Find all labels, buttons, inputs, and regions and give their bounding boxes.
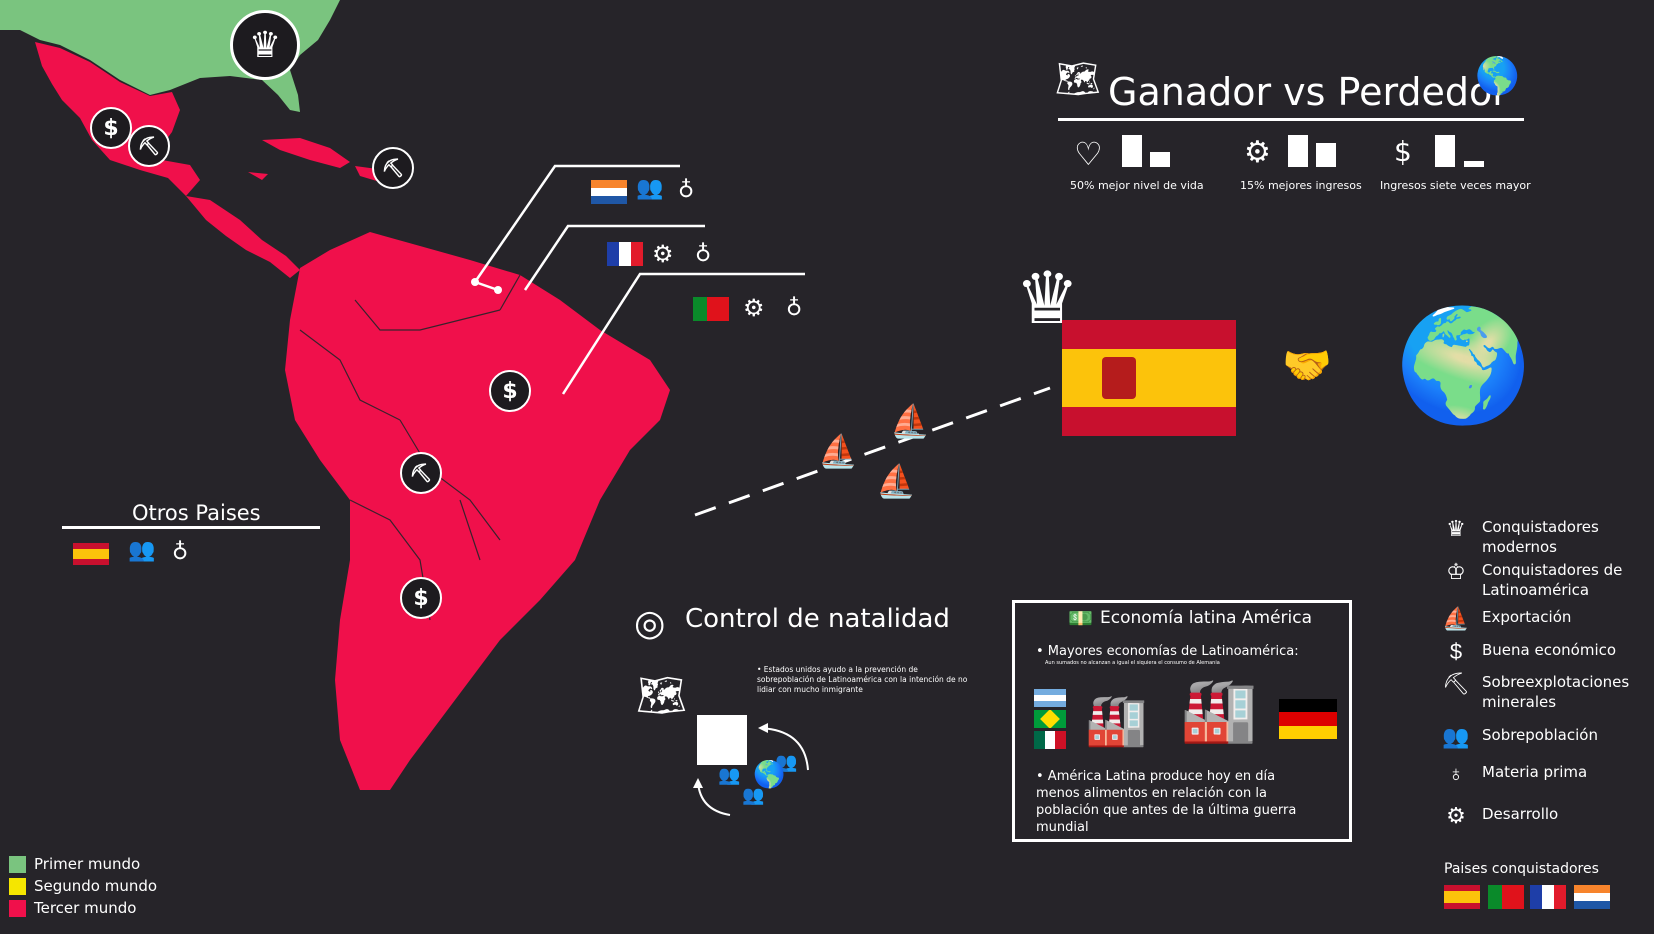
legend-development: ⚙ Desarrollo [1440,804,1558,828]
legend-raw-material: ♁ Materia prima [1440,762,1587,786]
cycle-arrows [693,723,809,816]
wall-icon [697,715,747,765]
flag-portugal [1488,885,1524,909]
dollar-icon: $ [1449,639,1463,664]
dollar-map-icon: $ [489,370,531,412]
stat-label: 15% mejores ingresos [1240,179,1362,192]
people-icon: 👥 [742,785,765,806]
flag-portugal [693,297,729,321]
page-title: Ganador vs Perdedor [1108,70,1508,114]
fruit-icon: ♁ [1447,761,1465,786]
flag-netherlands [1574,885,1610,909]
flag-argentina [1034,689,1066,707]
money-icon: 💵 [1068,606,1093,630]
legend-modern-conquerors: ♛ Conquistadores modernos [1440,517,1612,557]
flag-brazil [1034,710,1066,728]
usa-map-icon: 🗺 [636,673,687,719]
trade-route [694,386,1051,517]
flag-netherlands [591,180,627,204]
economia-bullet1: • Mayores economías de Latinoamérica: [1036,644,1299,659]
gear-icon: ⚙ [652,240,674,268]
swatch-third-world [9,899,26,917]
flag-spain [73,543,109,565]
flag-mexico [1034,731,1066,749]
ship-icon: ⛵ [890,402,930,440]
latam-small-icon: 🌎 [753,760,786,790]
otros-title: Otros Paises [132,501,261,525]
stat-bar-short [1150,152,1170,167]
pickaxe-map-icon: ⛏ [400,452,442,494]
economia-title: Economía latina América [1100,608,1313,628]
legend-overpopulation: 👥 Sobrepoblación [1440,725,1598,749]
stat-label: 50% mejor nivel de vida [1070,179,1204,192]
gear-icon: ⚙ [1244,135,1271,170]
pickaxe-icon: ⛏ [1442,671,1470,696]
people-icon: 👥 [1442,724,1470,749]
legend-third-world: Tercer mundo [9,899,136,917]
swatch-second-world [9,877,26,895]
europe-map-icon: 🌍 [1395,301,1532,429]
legend-mineral: ⛏ Sobreexplotaciones minerales [1440,672,1632,712]
dollar-map-icon: $ [90,107,132,149]
trade-icon: 🤝 [1282,343,1332,389]
fruit-icon: ♁ [678,178,695,203]
stat-2: ⚙ 15% mejores ingresos [1240,135,1390,195]
fruit-icon: ♁ [695,242,712,267]
stat-label: Ingresos siete veces mayor [1380,179,1531,192]
ship-icon: ⛵ [1442,606,1470,631]
fruit-icon: ♁ [172,540,189,565]
legend-second-world: Segundo mundo [9,877,157,895]
pickaxe-map-icon: ⛏ [128,125,170,167]
people-icon: 👥 [636,176,664,201]
economia-bullet2: • América Latina produce hoy en día meno… [1036,769,1297,835]
factory-large-icon: 🏭 [1180,673,1258,746]
people-icon: 👥 [128,538,156,563]
stat-1: ♡ 50% mejor nivel de vida [1070,135,1220,195]
natalidad-title: Control de natalidad [685,604,950,634]
economia-subnote: Aun sumados no alcanzan a igual el siqui… [1045,660,1220,666]
legend-first-world: Primer mundo [9,855,140,873]
stat-bar-tall [1288,135,1308,167]
legend-economic: $ Buena económico [1440,640,1616,664]
title-underline [1058,118,1524,121]
flag-france [607,242,643,266]
stat-bar-mid [1316,143,1336,167]
gear-icon: ⚙ [743,294,765,322]
crown-map-icon: ♛ [230,10,300,80]
stat-bar-tall [1122,135,1142,167]
people-icon: 👥 [775,752,798,773]
stat-bar-tiny [1464,161,1484,167]
dollar-map-icon: $ [400,577,442,619]
fruit-icon: ♁ [786,296,803,321]
callout-lines [471,164,805,395]
gear-icon: ⚙ [1446,803,1466,828]
pickaxe-map-icon: ⛏ [372,147,414,189]
legend-latam-conquerors: ♔ Conquistadores de Latinoamérica [1440,560,1632,600]
crown-icon: ♛ [1446,516,1466,541]
heart-icon: ♡ [1074,135,1103,173]
natalidad-note: • Estados unidos ayudo a la prevención d… [757,665,968,694]
flag-spain [1444,885,1480,909]
dollar-icon: $ [1394,135,1412,168]
flag-france [1530,885,1566,909]
ship-icon: ⛵ [876,462,916,500]
economia-box [1012,600,1352,842]
south-america-small-icon: 🌎 [1475,56,1520,97]
flag-germany [1279,699,1337,739]
people-icon: 👥 [718,765,741,786]
swatch-first-world [9,855,26,873]
conquerors-title: Paises conquistadores [1444,861,1599,877]
factory-icon: 🏭 [1085,691,1148,749]
legend-export: ⛵ Exportación [1440,607,1571,631]
crown-small-icon: ♔ [1446,559,1466,584]
flag-spain-large [1062,320,1236,436]
europe-small-icon: 🗺 [1055,59,1101,100]
stat-3: $ Ingresos siete veces mayor [1380,135,1540,195]
flags-stack [1034,689,1066,749]
contraceptive-icon: ◎ [634,603,666,644]
ship-icon: ⛵ [818,432,858,470]
stat-bar-tall [1435,135,1455,167]
otros-underline [62,526,320,529]
